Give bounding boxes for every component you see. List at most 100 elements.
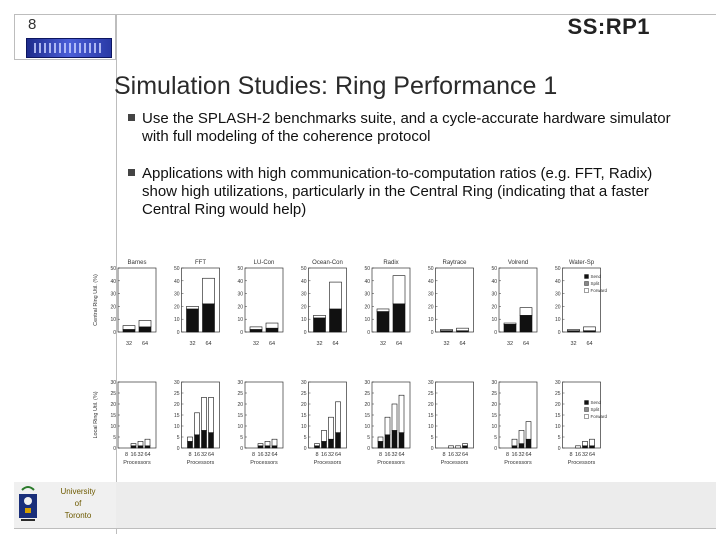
y-tick-label: 10 bbox=[428, 317, 434, 323]
bar-segment-send bbox=[249, 329, 263, 333]
bar-segment-send bbox=[376, 311, 390, 333]
panel-title: Radix bbox=[383, 260, 398, 266]
bar-segment-forward bbox=[271, 438, 278, 447]
y-tick-label: 25 bbox=[237, 391, 243, 397]
x-tick-label: 32 bbox=[328, 452, 334, 458]
y-tick-label: 50 bbox=[174, 266, 180, 272]
bar-segment-send bbox=[201, 430, 207, 449]
panel-frame bbox=[562, 267, 601, 333]
x-tick-label: 16 bbox=[511, 452, 517, 458]
x-tick-label: 8 bbox=[252, 452, 255, 458]
y-tick-label: 20 bbox=[428, 304, 434, 310]
y-tick-label: 5 bbox=[177, 435, 180, 441]
x-tick-label: 64 bbox=[523, 341, 529, 347]
panel-title: Ocean-Con bbox=[312, 260, 343, 266]
y-tick-label: 5 bbox=[431, 435, 434, 441]
bar-segment-send bbox=[519, 315, 533, 333]
bar-segment-forward bbox=[503, 322, 517, 325]
legend-swatch bbox=[584, 281, 589, 286]
bar-segment-forward bbox=[448, 445, 454, 449]
bar-segment-forward bbox=[440, 329, 453, 332]
x-tick-label: 64 bbox=[271, 452, 277, 458]
panel-title: LU-Con bbox=[254, 260, 275, 266]
bar-segment-send bbox=[144, 445, 151, 449]
square-bullet-icon bbox=[128, 114, 135, 121]
bar-segment-send bbox=[328, 438, 334, 449]
y-tick-label: 40 bbox=[364, 279, 370, 285]
y-tick-label: 20 bbox=[174, 304, 180, 310]
x-tick-label: 32 bbox=[201, 452, 207, 458]
y-tick-label: 15 bbox=[174, 413, 180, 419]
bar-segment-forward bbox=[462, 443, 468, 447]
y-tick-label: 20 bbox=[555, 304, 561, 310]
bar-segment-send bbox=[138, 326, 152, 333]
bar-segment-forward bbox=[455, 445, 461, 449]
y-tick-label: 15 bbox=[237, 413, 243, 419]
bar-segment-forward bbox=[208, 397, 214, 433]
university-crest-icon bbox=[19, 486, 37, 521]
bar-segment-send bbox=[377, 441, 384, 449]
x-tick-label: 8 bbox=[506, 452, 509, 458]
bar-segment-forward bbox=[589, 438, 595, 447]
y-tick-label: 50 bbox=[301, 266, 307, 272]
bar-segment-forward bbox=[257, 443, 264, 447]
y-tick-label: 25 bbox=[364, 391, 370, 397]
y-tick-label: 30 bbox=[364, 380, 370, 386]
x-axis-label: Processors bbox=[187, 460, 215, 466]
panel-frame bbox=[117, 381, 157, 449]
bar-segment-forward bbox=[201, 397, 207, 431]
y-tick-label: 10 bbox=[555, 317, 561, 323]
header-rule bbox=[14, 14, 716, 15]
y-tick-label: 20 bbox=[301, 402, 307, 408]
bar-segment-forward bbox=[265, 322, 279, 329]
bar-segment-forward bbox=[186, 306, 199, 310]
y-tick-label: 30 bbox=[428, 292, 434, 298]
x-tick-label: 64 bbox=[396, 341, 402, 347]
x-tick-label: 64 bbox=[525, 452, 531, 458]
x-tick-label: 32 bbox=[137, 452, 143, 458]
x-tick-label: 64 bbox=[205, 341, 211, 347]
y-tick-label: 30 bbox=[301, 292, 307, 298]
y-tick-label: 30 bbox=[364, 292, 370, 298]
x-tick-label: 32 bbox=[582, 452, 588, 458]
panel-frame bbox=[435, 381, 474, 449]
y-tick-label: 20 bbox=[428, 402, 434, 408]
bar-segment-forward bbox=[335, 401, 341, 433]
bar-segment-send bbox=[511, 445, 518, 449]
y-tick-label: 50 bbox=[237, 266, 243, 272]
y-tick-label: 0 bbox=[304, 446, 307, 452]
y-tick-label: 20 bbox=[237, 304, 243, 310]
panel-title: Water-Sp bbox=[569, 260, 595, 266]
y-tick-label: 10 bbox=[491, 317, 497, 323]
x-tick-label: 32 bbox=[507, 341, 513, 347]
bar-segment-send bbox=[137, 445, 144, 449]
legend-label: Split bbox=[591, 407, 601, 412]
bar-segment-send bbox=[194, 434, 200, 449]
x-tick-label: 32 bbox=[455, 452, 461, 458]
y-tick-label: 40 bbox=[428, 279, 434, 285]
y-tick-label: 40 bbox=[301, 279, 307, 285]
y-tick-label: 5 bbox=[304, 435, 307, 441]
y-tick-label: 25 bbox=[174, 391, 180, 397]
x-tick-label: 64 bbox=[142, 341, 148, 347]
x-tick-label: 32 bbox=[253, 341, 259, 347]
y-tick-label: 0 bbox=[240, 330, 243, 336]
bar-segment-forward bbox=[376, 308, 390, 312]
y-tick-label: 40 bbox=[491, 279, 497, 285]
x-tick-label: 32 bbox=[518, 452, 524, 458]
panel-frame bbox=[181, 381, 220, 449]
y-tick-label: 5 bbox=[494, 435, 497, 441]
y-tick-label: 40 bbox=[110, 279, 116, 285]
y-tick-label: 30 bbox=[491, 380, 497, 386]
bar-segment-send bbox=[257, 445, 264, 449]
bar-segment-send bbox=[335, 432, 341, 449]
x-tick-label: 8 bbox=[569, 452, 572, 458]
x-axis-label: Processors bbox=[568, 460, 596, 466]
y-tick-label: 0 bbox=[240, 446, 243, 452]
bar-segment-forward bbox=[249, 326, 263, 330]
university-name: University of Toronto bbox=[40, 486, 116, 522]
y-tick-label: 10 bbox=[301, 317, 307, 323]
panel-title: Barnes bbox=[127, 260, 146, 266]
x-tick-label: 8 bbox=[442, 452, 445, 458]
y-tick-label: 0 bbox=[367, 446, 370, 452]
